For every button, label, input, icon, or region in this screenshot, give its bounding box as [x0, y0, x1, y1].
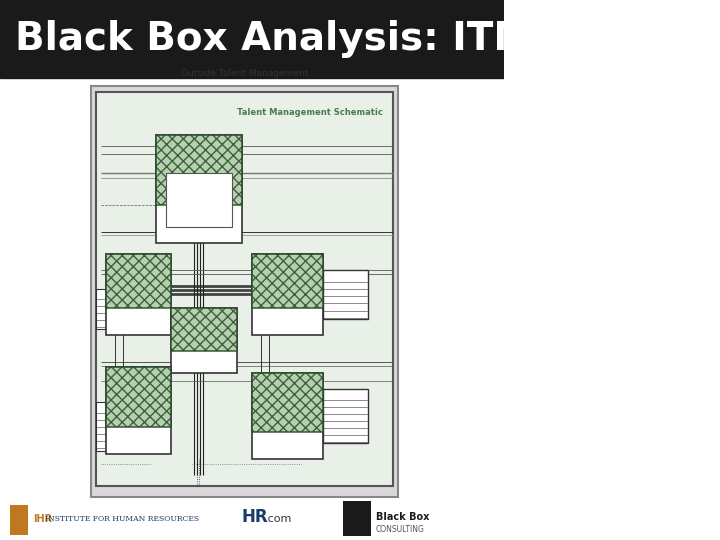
Text: CONSULTING: CONSULTING — [376, 525, 425, 534]
Text: Talent Management Schematic: Talent Management Schematic — [238, 108, 383, 117]
Bar — [166, 173, 232, 227]
Bar — [343, 501, 371, 536]
Text: .com: .com — [265, 515, 292, 524]
Bar — [10, 505, 28, 535]
Bar — [156, 135, 242, 243]
Bar — [252, 254, 323, 308]
Bar — [96, 92, 393, 486]
Bar — [106, 254, 171, 308]
Bar — [252, 373, 323, 432]
Text: IHR: IHR — [33, 515, 52, 524]
Bar — [323, 270, 368, 319]
Bar — [106, 367, 171, 454]
Bar — [156, 135, 242, 205]
Text: Outside Talent Management: Outside Talent Management — [181, 69, 308, 78]
Bar — [96, 402, 106, 451]
Bar — [96, 289, 106, 329]
Bar — [0, 0, 504, 78]
Bar — [252, 373, 323, 459]
Bar — [106, 367, 171, 427]
Bar — [91, 86, 398, 497]
Bar — [106, 254, 171, 335]
Bar — [323, 389, 368, 443]
Text: INSTITUTE FOR HUMAN RESOURCES: INSTITUTE FOR HUMAN RESOURCES — [45, 516, 199, 523]
Bar — [171, 308, 237, 373]
Bar — [171, 308, 237, 351]
Text: Black Box Analysis: ITM Schematic: Black Box Analysis: ITM Schematic — [15, 20, 720, 58]
Bar — [252, 254, 323, 335]
Text: HR: HR — [242, 508, 269, 526]
Text: Black Box: Black Box — [376, 512, 429, 522]
